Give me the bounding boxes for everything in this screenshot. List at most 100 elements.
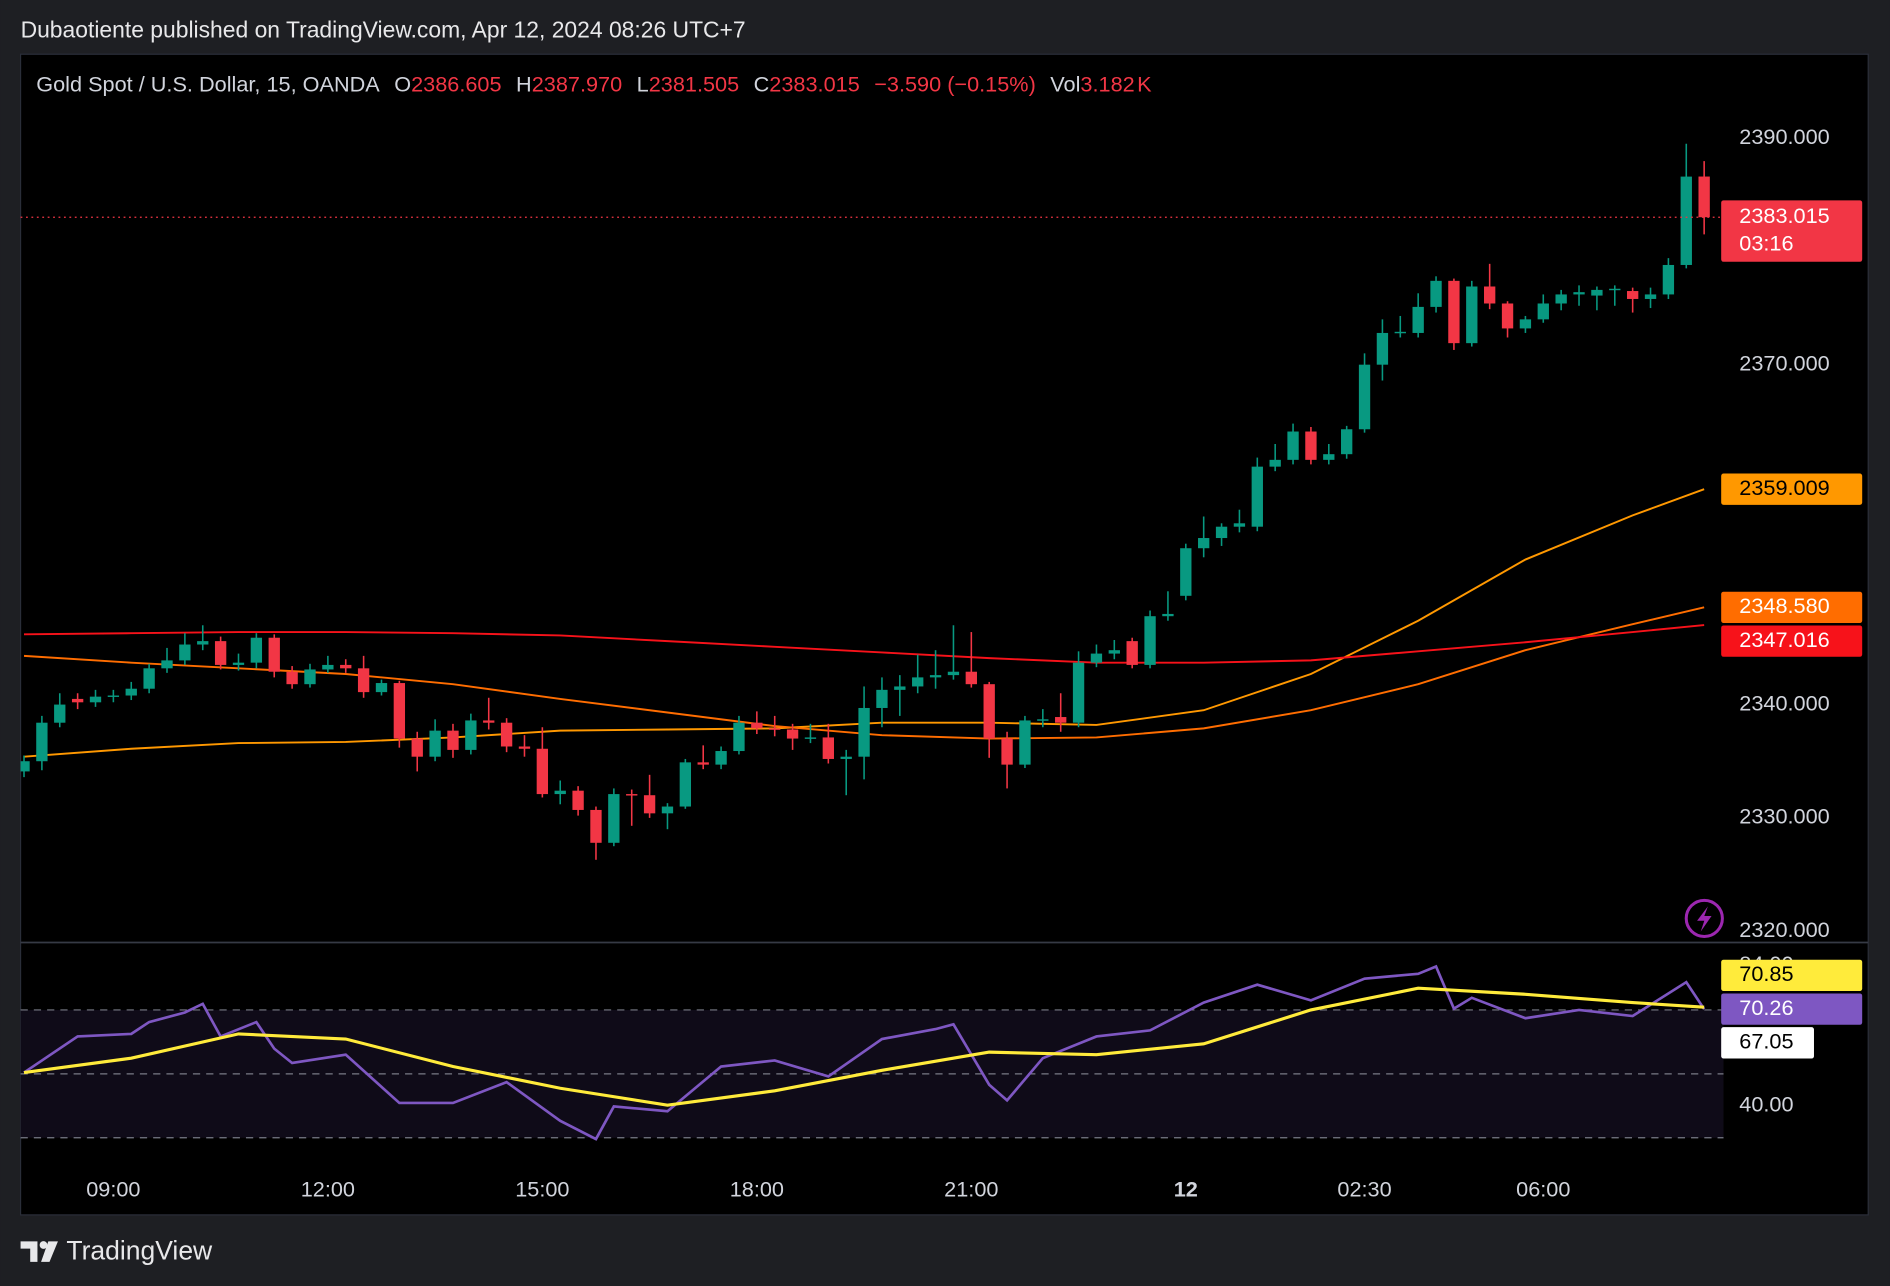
candle-body: [1072, 662, 1085, 723]
candle-body: [1305, 431, 1317, 460]
candle-body: [1430, 280, 1442, 307]
candle-body: [1483, 286, 1496, 304]
x-tick-label: 12: [1174, 1177, 1198, 1202]
rsi-tick-label: 40.00: [1739, 1092, 1793, 1117]
candle-body: [89, 696, 102, 703]
candle-body: [1591, 289, 1603, 296]
candle-body: [1055, 717, 1067, 723]
candle-body: [1037, 719, 1049, 721]
candle-body: [1287, 431, 1299, 460]
y-tick-label: 2370.000: [1739, 350, 1829, 375]
candle-body: [179, 644, 191, 661]
candle-body: [554, 790, 566, 795]
rsi-line: [23, 986, 1705, 1107]
ohlc-key: C: [754, 71, 770, 96]
candle-body: [304, 669, 316, 685]
x-tick-label: 21:00: [944, 1177, 998, 1202]
candle-body: [1680, 176, 1692, 265]
brand-logo: [20, 1241, 58, 1262]
candle-body: [1394, 331, 1406, 334]
candle-body: [250, 637, 263, 663]
candle-body: [840, 756, 852, 759]
candle-body: [786, 729, 799, 739]
candle-body: [1001, 738, 1013, 765]
candle-body: [36, 722, 48, 762]
x-tick-label: 12:00: [301, 1177, 355, 1202]
value-label: 2359.009: [1739, 475, 1829, 500]
candle-body: [340, 664, 352, 669]
value-label-box: [1721, 959, 1863, 992]
volume-unit: K: [1137, 71, 1152, 96]
brand-text: TradingView: [66, 1235, 213, 1265]
candle-body: [1162, 613, 1174, 617]
candle-body: [983, 684, 995, 739]
candle-body: [1269, 459, 1281, 467]
last-price-box: [1721, 200, 1863, 262]
candle-body: [1180, 548, 1192, 596]
candle-body: [1698, 176, 1710, 218]
candle-body: [1198, 538, 1210, 549]
candle-body: [268, 637, 280, 672]
symbol-title: Gold Spot / U.S. Dollar, 15, OANDA: [36, 71, 380, 96]
countdown-label: 03:16: [1739, 231, 1793, 256]
candle-body: [1519, 319, 1532, 329]
candle-body: [286, 671, 298, 685]
candle-body: [322, 664, 334, 670]
candle-body: [1662, 264, 1675, 295]
candle-body: [143, 668, 155, 689]
candle-body: [876, 689, 888, 708]
candle-body: [643, 795, 656, 814]
candle-body: [1341, 429, 1353, 455]
value-label: 70.26: [1739, 995, 1793, 1020]
rsi-extra-box: [1721, 1027, 1814, 1059]
candle-body: [858, 707, 870, 757]
candle-body: [1126, 641, 1138, 665]
value-label: 2347.016: [1739, 627, 1829, 652]
volume-key: Vol: [1050, 71, 1080, 96]
candle-body: [1412, 306, 1424, 333]
candle-body: [1358, 364, 1371, 430]
candle-body: [769, 728, 781, 730]
candle-body: [232, 662, 245, 665]
ohlc-key: O: [394, 71, 411, 96]
candle-body: [197, 641, 209, 645]
y-tick-label: 2340.000: [1739, 690, 1829, 715]
candle-body: [518, 746, 531, 749]
candle-body: [465, 720, 477, 750]
candle-body: [1323, 454, 1335, 460]
candle-body: [965, 671, 977, 685]
x-tick-label: 02:30: [1337, 1177, 1391, 1202]
candle-body: [912, 677, 924, 687]
x-tick-label: 09:00: [86, 1177, 140, 1202]
candle-body: [429, 730, 441, 757]
candle-body: [715, 751, 727, 765]
candle-body: [1233, 523, 1246, 527]
candle-body: [1215, 526, 1228, 539]
x-tick-label: 06:00: [1516, 1177, 1570, 1202]
candle-body: [447, 730, 459, 750]
candle-body: [161, 660, 173, 669]
candle-body: [483, 720, 495, 723]
candle-body: [733, 722, 745, 752]
candle-body: [947, 671, 960, 676]
candle-body: [572, 790, 584, 810]
value-label-box: [1721, 473, 1863, 505]
candle-body: [822, 737, 834, 759]
candle-body: [393, 683, 406, 739]
candle-body: [661, 806, 674, 814]
candle-body: [375, 683, 388, 693]
candle-body: [357, 668, 370, 693]
plot-area: [20, 143, 1724, 1141]
candle-body: [1555, 294, 1567, 304]
candle-body: [411, 738, 423, 757]
value-label-box: [1721, 591, 1863, 624]
candle-body: [1251, 466, 1263, 527]
y-tick-label: 2320.000: [1739, 917, 1829, 942]
candle-body: [1573, 292, 1585, 295]
volume-value: 3.182: [1080, 71, 1134, 96]
value-label-box: [1721, 993, 1863, 1025]
candle-body: [929, 675, 942, 678]
candle-body: [214, 641, 227, 665]
